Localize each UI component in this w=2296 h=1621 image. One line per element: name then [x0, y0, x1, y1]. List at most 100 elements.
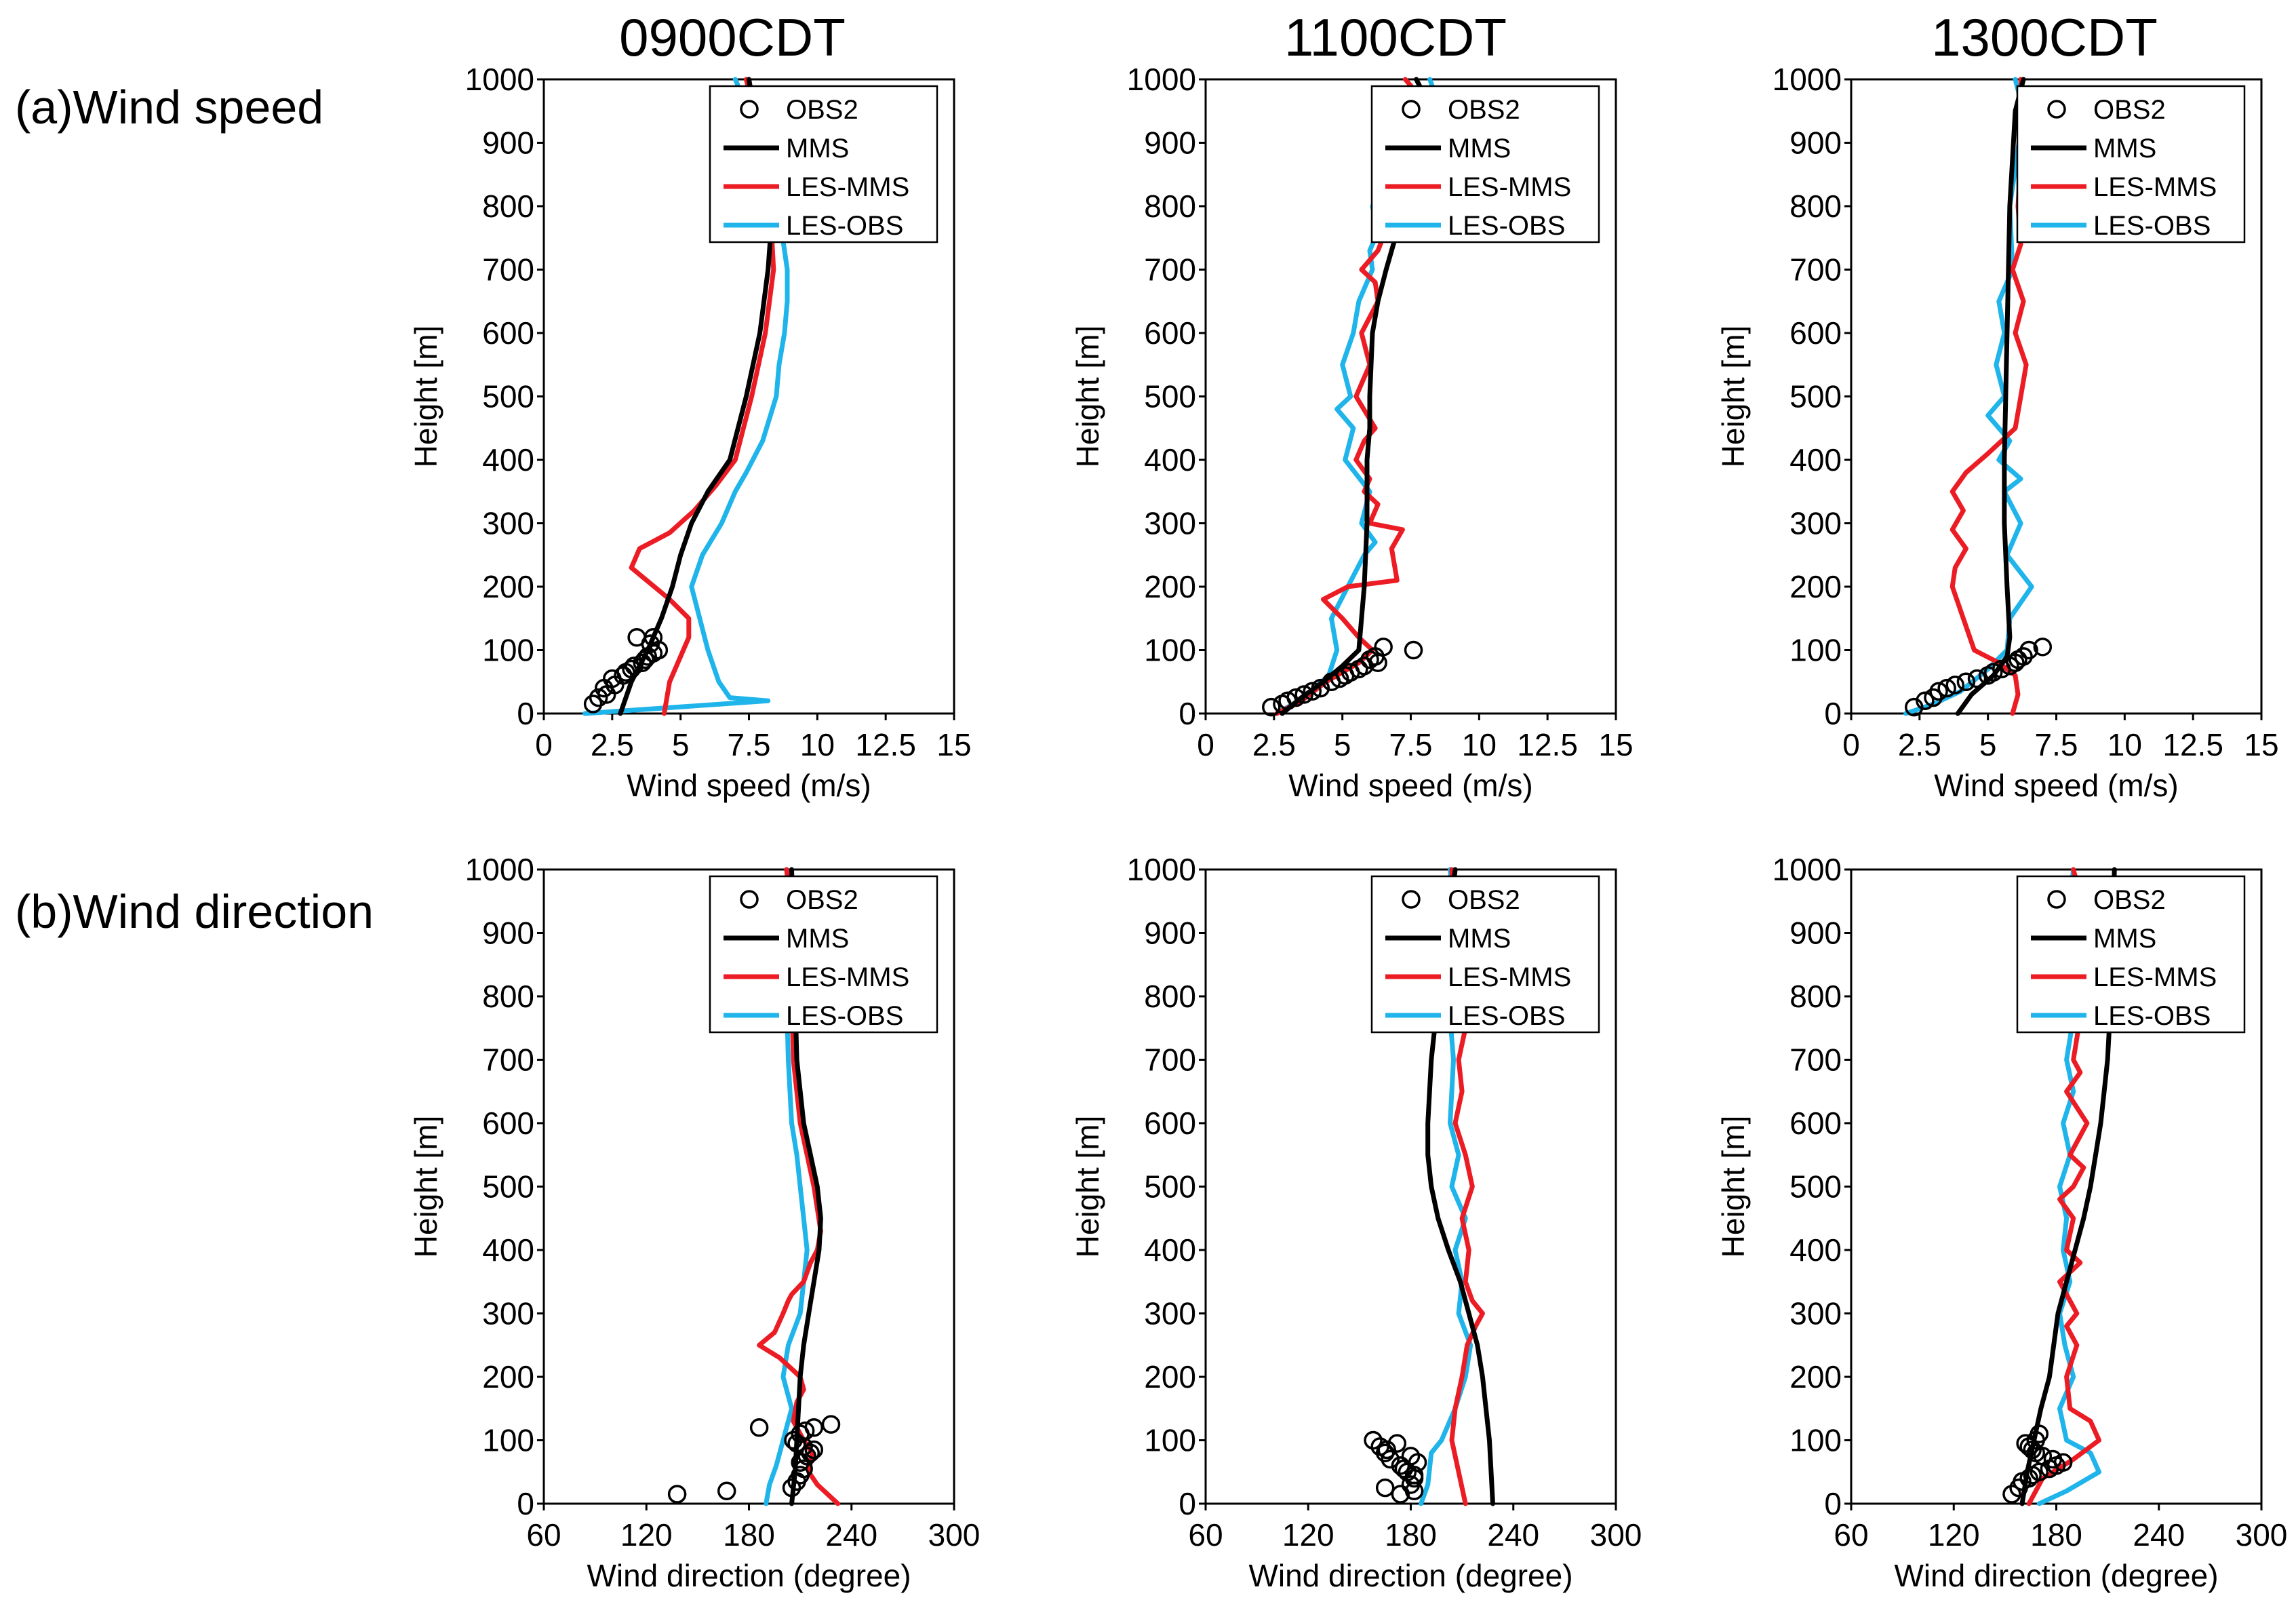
y-axis-title: Height [m]	[1070, 326, 1105, 468]
y-tick-label: 200	[1144, 569, 1196, 604]
legend: OBS2 MMS LES-MMS LES-OBS	[2016, 875, 2246, 1034]
obs2-data-point	[2016, 1434, 2035, 1453]
legend-label-mms: MMS	[786, 924, 849, 954]
y-tick-label: 1000	[1127, 62, 1196, 97]
legend-swatch-obs2	[2047, 890, 2066, 909]
y-tick-label: 300	[1789, 1296, 1842, 1331]
obs2-data-point	[1924, 688, 1943, 707]
legend-frame	[709, 875, 938, 1034]
x-tick-label: 12.5	[2162, 727, 2223, 762]
y-tick-label: 1000	[1127, 852, 1196, 887]
obs2-data-point	[821, 1415, 841, 1434]
y-axis-title: Height [m]	[1716, 326, 1751, 468]
obs2-data-point	[749, 1418, 769, 1437]
series-line-les-obs	[1274, 77, 1444, 716]
obs2-data-point	[2019, 1468, 2038, 1488]
x-tick-label: 15	[1598, 727, 1633, 762]
y-tick-label: 800	[482, 189, 534, 224]
x-tick-label: 60	[1188, 1517, 1223, 1552]
y-tick-label: 800	[1789, 189, 1842, 224]
row-label-wind-direction: (b)Wind direction	[15, 885, 374, 938]
y-tick-label: 100	[1789, 1423, 1842, 1458]
x-axis-title: Wind speed (m/s)	[1934, 768, 2178, 803]
y-tick-label: 100	[1144, 633, 1196, 668]
legend-label-mms: MMS	[2093, 134, 2156, 163]
legend-label-les-obs: LES-OBS	[786, 211, 903, 241]
obs2-data-point	[2033, 638, 2053, 657]
y-tick-label: 900	[1144, 125, 1196, 161]
obs2-data-point	[787, 1434, 806, 1453]
obs2-data-point	[641, 634, 660, 653]
y-tick-label: 0	[517, 1486, 534, 1521]
y-tick-label: 1000	[1773, 852, 1842, 887]
obs2-data-point	[667, 1485, 687, 1504]
x-tick-label: 0	[1197, 727, 1214, 762]
y-tick-label: 600	[482, 315, 534, 351]
legend-label-obs2: OBS2	[2093, 95, 2166, 125]
series-line-les-mms	[2026, 867, 2101, 1506]
legend-label-les-mms: LES-MMS	[2093, 172, 2217, 202]
chart-panel-r0-c2: 0 100 200 300 400 500 600 700 800 900 1000 0 2.5 5 7.5…	[1716, 62, 2279, 803]
legend-label-les-obs: LES-OBS	[786, 1001, 903, 1031]
y-tick-label: 800	[482, 979, 534, 1014]
obs2-data-point	[1262, 697, 1281, 717]
obs2-data-point	[1286, 688, 1305, 707]
column-title-0900: 0900CDT	[619, 7, 846, 67]
legend-label-les-mms: LES-MMS	[786, 172, 909, 202]
chart-panel-r1-c0: 0 100 200 300 400 500 600 700 800 900 1000 60 120 180…	[408, 852, 980, 1593]
x-tick-label: 10	[1462, 727, 1497, 762]
legend-label-les-obs: LES-OBS	[2093, 211, 2211, 241]
obs2-data-point	[1377, 1440, 1396, 1460]
x-axis-title: Wind direction (degree)	[1894, 1558, 2218, 1593]
obs2-data-point	[1945, 676, 1965, 695]
y-tick-label: 400	[482, 1232, 534, 1268]
x-tick-label: 10	[800, 727, 835, 762]
obs2-data-point	[622, 659, 641, 679]
obs2-data-point	[2043, 1449, 2063, 1469]
obs2-data-point	[795, 1421, 815, 1441]
x-tick-label: 60	[1834, 1517, 1868, 1552]
x-tick-label: 180	[1385, 1517, 1437, 1552]
legend-swatch-obs2	[1402, 100, 1421, 119]
y-tick-label: 1000	[1773, 62, 1842, 97]
x-tick-label: 12.5	[1517, 727, 1578, 762]
y-tick-label: 800	[1144, 189, 1196, 224]
y-tick-label: 100	[482, 633, 534, 668]
y-tick-label: 600	[1789, 315, 1842, 351]
x-tick-label: 0	[1842, 727, 1860, 762]
obs2-data-point	[1294, 685, 1313, 704]
legend-label-obs2: OBS2	[1448, 95, 1520, 125]
y-tick-label: 500	[1144, 1169, 1196, 1205]
x-tick-label: 2.5	[591, 727, 634, 762]
x-tick-label: 240	[1487, 1517, 1539, 1552]
y-tick-label: 400	[1789, 1232, 1842, 1268]
y-tick-label: 200	[482, 1359, 534, 1394]
legend-label-les-obs: LES-OBS	[1448, 1001, 1565, 1031]
series-line-les-mms	[1274, 77, 1436, 716]
row-label-wind-speed: (a)Wind speed	[15, 81, 323, 134]
obs2-data-point	[1404, 1466, 1424, 1485]
x-tick-label: 7.5	[2035, 727, 2078, 762]
obs2-data-point	[625, 657, 644, 676]
obs2-data-point	[717, 1481, 736, 1501]
series-line-les-mms	[629, 77, 776, 716]
y-tick-label: 200	[1789, 1359, 1842, 1394]
obs2-data-point	[1983, 663, 2003, 682]
x-axis-title: Wind speed (m/s)	[1288, 768, 1532, 803]
y-tick-label: 800	[1789, 979, 1842, 1014]
y-tick-label: 300	[1144, 506, 1196, 541]
x-axis-title: Wind direction (degree)	[587, 1558, 911, 1593]
y-tick-label: 0	[1824, 1486, 1842, 1521]
y-tick-label: 700	[1144, 252, 1196, 288]
obs2-data-point	[1929, 682, 1948, 701]
y-tick-label: 500	[1789, 1169, 1842, 1205]
chart-panel-r1-c1: 0 100 200 300 400 500 600 700 800 900 1000 60 120 180…	[1070, 852, 1642, 1593]
y-tick-label: 400	[1789, 442, 1842, 477]
y-tick-label: 800	[1144, 979, 1196, 1014]
legend-swatch-obs2	[740, 890, 759, 909]
y-tick-label: 1000	[465, 62, 534, 97]
x-axis-title: Wind direction (degree)	[1248, 1558, 1572, 1593]
x-tick-label: 120	[1282, 1517, 1334, 1552]
chart-panel-r1-c2: 0 100 200 300 400 500 600 700 800 900 1000 60 120 180…	[1716, 852, 2287, 1593]
